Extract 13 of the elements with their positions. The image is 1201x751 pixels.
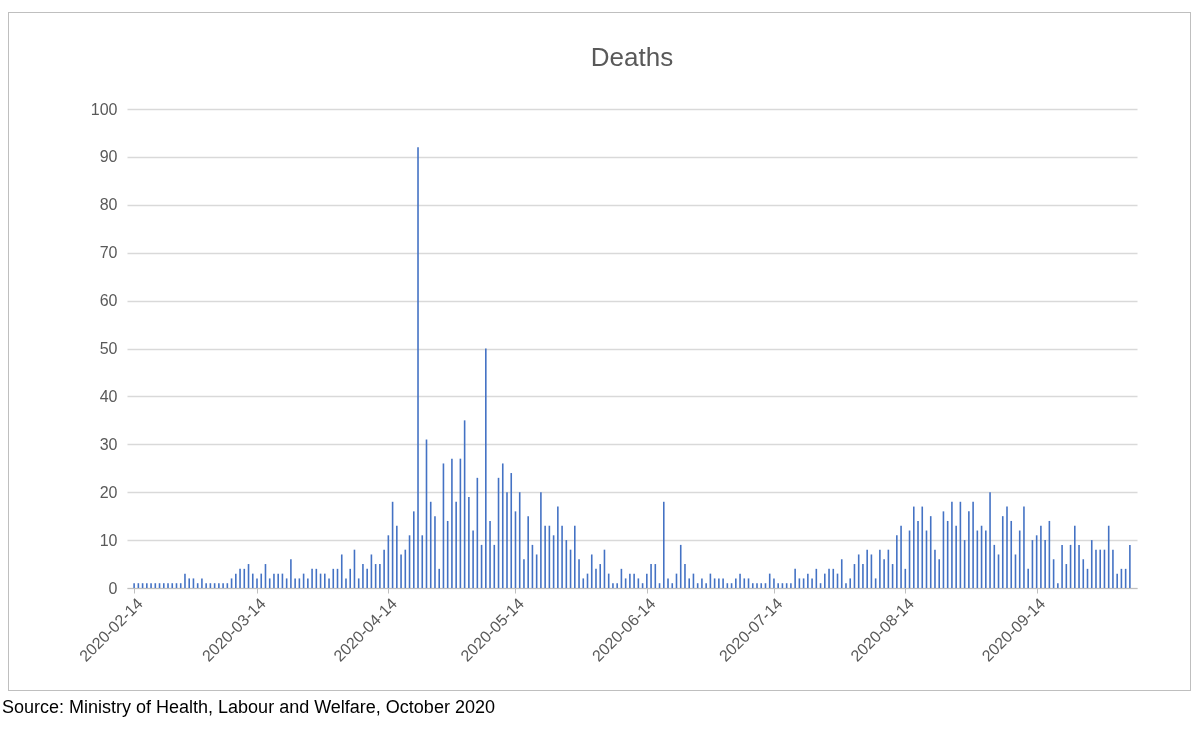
y-tick-label: 60 <box>99 292 118 310</box>
y-tick-label: 90 <box>99 148 118 166</box>
source-note: Source: Ministry of Health, Labour and Welfare, October 2020 <box>2 697 495 718</box>
y-tick-label: 10 <box>99 531 118 549</box>
y-tick-label: 100 <box>90 100 118 118</box>
chart-title: Deaths <box>590 42 674 72</box>
y-tick-label: 0 <box>108 579 118 597</box>
y-tick-label: 80 <box>99 196 118 214</box>
y-tick-label: 70 <box>99 244 118 262</box>
y-tick-label: 30 <box>99 435 118 453</box>
y-tick-label: 20 <box>99 483 118 501</box>
y-tick-label: 50 <box>99 340 118 357</box>
y-tick-label: 40 <box>99 387 118 405</box>
